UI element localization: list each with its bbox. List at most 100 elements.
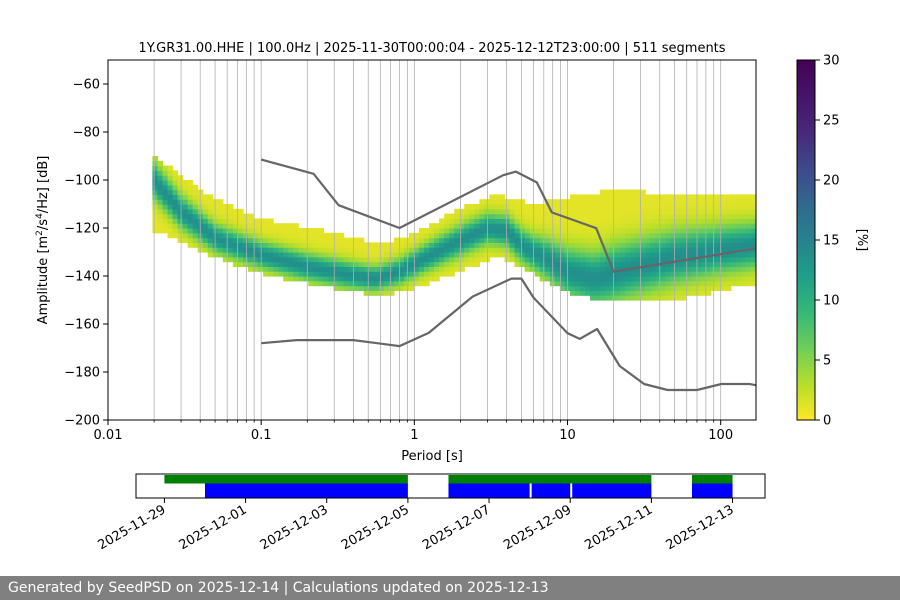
heatmap-cell xyxy=(715,261,722,267)
heatmap-cell xyxy=(187,199,194,205)
heatmap-cell xyxy=(202,218,209,224)
heatmap-cell xyxy=(439,252,445,258)
heatmap-cell xyxy=(237,223,244,229)
heatmap-cell xyxy=(514,213,521,219)
heatmap-cell xyxy=(725,242,732,248)
heatmap-cell xyxy=(283,242,289,248)
heatmap-cell xyxy=(318,228,325,234)
heatmap-cell xyxy=(152,194,159,200)
heatmap-cell xyxy=(720,280,727,287)
heatmap-cell xyxy=(288,237,294,243)
heatmap-cell xyxy=(645,252,651,258)
heatmap-cell xyxy=(534,247,541,253)
heatmap-cell xyxy=(363,256,370,263)
heatmap-cell xyxy=(745,242,752,248)
heatmap-cell xyxy=(283,247,289,253)
heatmap-cell xyxy=(419,276,425,282)
heatmap-cell xyxy=(745,223,752,229)
heatmap-cell xyxy=(524,261,531,267)
heatmap-cell xyxy=(222,256,229,263)
heatmap-cell xyxy=(202,247,209,253)
heatmap-cell xyxy=(323,252,330,258)
heatmap-cell xyxy=(705,242,712,248)
heatmap-cell xyxy=(695,204,702,210)
heatmap-cell xyxy=(695,261,702,267)
heatmap-cell xyxy=(705,208,712,215)
heatmap-cell xyxy=(504,247,511,253)
heatmap-cell xyxy=(615,261,621,267)
heatmap-cell xyxy=(590,256,596,263)
heatmap-cell xyxy=(429,252,435,258)
heatmap-cell xyxy=(595,280,601,287)
heatmap-cell xyxy=(700,285,707,291)
heatmap-cell xyxy=(660,204,667,210)
heatmap-cell xyxy=(635,280,641,287)
x-axis-ticks: 0.01 0.1 1 10 100 xyxy=(94,420,733,443)
heatmap-cell xyxy=(539,232,546,239)
heatmap-cell xyxy=(660,213,667,219)
heatmap-cell xyxy=(655,232,662,239)
heatmap-cell xyxy=(610,290,616,296)
heatmap-cell xyxy=(353,266,360,272)
heatmap-cell xyxy=(610,276,616,282)
heatmap-cell xyxy=(620,223,626,229)
heatmap-cell xyxy=(393,261,400,267)
heatmap-cell xyxy=(615,285,621,291)
heatmap-cell xyxy=(232,252,239,258)
heatmap-cell xyxy=(640,223,646,229)
heatmap-cell xyxy=(660,266,667,272)
heatmap-cell xyxy=(479,237,485,243)
heatmap-cell xyxy=(640,280,646,287)
heatmap-cell xyxy=(720,228,727,234)
heatmap-cell xyxy=(740,276,747,282)
heatmap-cell xyxy=(232,247,239,253)
heatmap-cell xyxy=(162,208,169,215)
heatmap-cell xyxy=(705,237,712,243)
heatmap-cell xyxy=(454,218,460,224)
heatmap-cell xyxy=(308,237,314,243)
heatmap-cell xyxy=(615,228,621,234)
heatmap-cell xyxy=(539,228,546,234)
heatmap-cell xyxy=(655,276,662,282)
heatmap-cell xyxy=(579,237,586,243)
heatmap-cell xyxy=(665,242,672,248)
heatmap-cell xyxy=(569,266,576,272)
heatmap-cell xyxy=(162,184,169,191)
heatmap-cell xyxy=(217,228,224,234)
heatmap-cell xyxy=(610,271,616,277)
heatmap-cell xyxy=(172,175,179,181)
heatmap-cell xyxy=(750,237,756,243)
heatmap-cell xyxy=(670,208,677,215)
heatmap-cell xyxy=(519,199,526,205)
heatmap-cell xyxy=(574,276,581,282)
heatmap-cell xyxy=(645,261,651,267)
heatmap-cell xyxy=(635,204,641,210)
heatmap-cell xyxy=(333,271,340,277)
heatmap-cell xyxy=(222,228,229,234)
date-tick-label: 2025-12-01 xyxy=(177,502,250,553)
heatmap-cell xyxy=(449,252,455,258)
heatmap-cell xyxy=(730,252,737,258)
heatmap-cell xyxy=(534,213,541,219)
heatmap-cell xyxy=(519,252,526,258)
heatmap-cell xyxy=(157,199,164,205)
heatmap-cell xyxy=(690,232,697,239)
y-axis-ticks: −200−180−160−140−120−100−80−60 xyxy=(64,78,108,429)
heatmap-cell xyxy=(454,242,460,248)
heatmap-cell xyxy=(408,276,415,282)
y-axis-label-exp4: 4 xyxy=(35,213,45,219)
heatmap-cell xyxy=(730,199,737,205)
heatmap-cell xyxy=(323,237,330,243)
heatmap-cell xyxy=(735,194,742,200)
heatmap-cell xyxy=(313,232,320,239)
heatmap-cell xyxy=(308,266,314,272)
heatmap-cell xyxy=(514,247,521,253)
heatmap-cell xyxy=(695,271,702,277)
heatmap-cell xyxy=(303,276,309,282)
heatmap-cell xyxy=(202,237,209,243)
heatmap-cell xyxy=(378,256,385,263)
heatmap-cell xyxy=(303,228,309,234)
heatmap-cell xyxy=(690,242,697,248)
heatmap-cell xyxy=(740,280,747,287)
heatmap-cell xyxy=(635,232,641,239)
